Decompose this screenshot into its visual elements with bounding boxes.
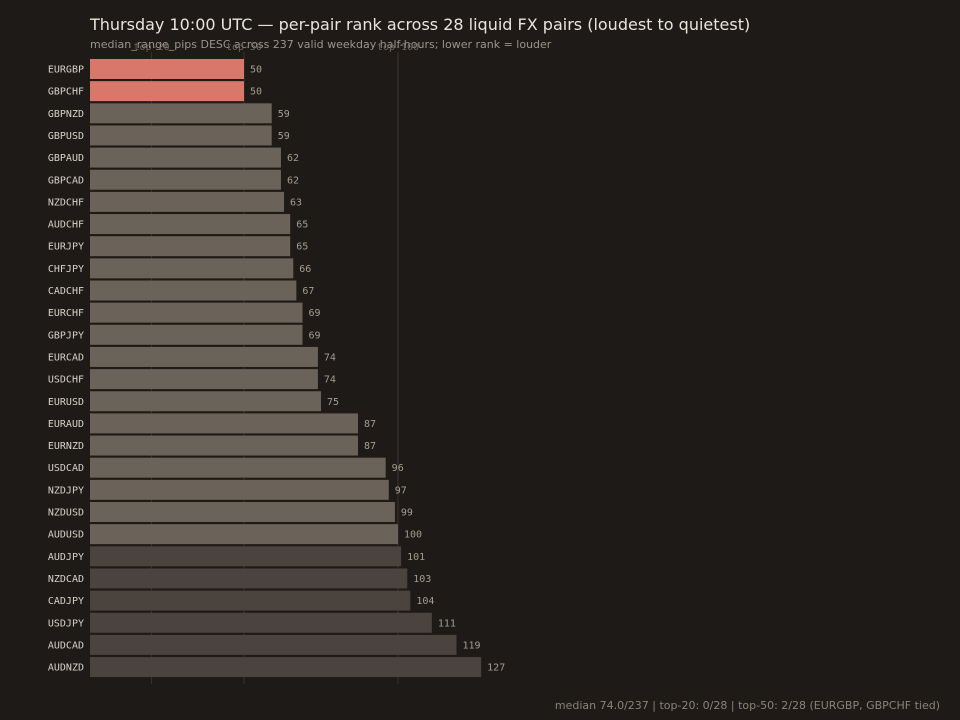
value-label: 87	[364, 441, 376, 452]
value-label: 101	[407, 552, 425, 563]
bar	[90, 502, 395, 522]
bar	[90, 147, 281, 168]
value-label: 97	[395, 485, 407, 496]
bar	[90, 546, 402, 567]
value-label: 119	[463, 640, 481, 651]
category-label: GBPCHF	[48, 87, 84, 98]
bar	[90, 81, 244, 102]
value-label: 63	[290, 197, 302, 208]
bar	[90, 524, 398, 545]
category-label: EURGBP	[48, 65, 84, 76]
category-label: GBPAUD	[48, 153, 84, 164]
value-label: 62	[287, 153, 299, 164]
bar	[90, 612, 432, 633]
value-label: 100	[404, 530, 422, 541]
category-label: AUDCHF	[48, 220, 84, 231]
category-label: AUDUSD	[48, 530, 84, 541]
category-label: GBPCAD	[48, 175, 84, 186]
bar	[90, 214, 291, 235]
bar	[90, 59, 244, 79]
value-label: 111	[438, 618, 456, 629]
bar	[90, 324, 303, 345]
value-label: 62	[287, 175, 299, 186]
bar	[90, 634, 457, 655]
category-label: CADJPY	[48, 596, 84, 607]
bar	[90, 103, 272, 124]
category-label: EURJPY	[48, 242, 84, 253]
value-label: 50	[250, 87, 262, 98]
category-label: GBPUSD	[48, 131, 84, 142]
bar	[90, 191, 285, 212]
bar	[90, 369, 318, 390]
value-label: 127	[487, 663, 505, 674]
value-label: 59	[278, 109, 290, 120]
category-label: USDJPY	[48, 618, 84, 629]
value-label: 99	[401, 508, 413, 519]
category-label: AUDCAD	[48, 640, 84, 651]
category-label: EURNZD	[48, 441, 84, 452]
value-label: 65	[296, 242, 308, 253]
bar	[90, 125, 272, 146]
bar	[90, 413, 358, 434]
category-label: GBPJPY	[48, 330, 84, 341]
value-label: 104	[416, 596, 434, 607]
value-label: 74	[324, 375, 336, 386]
category-label: NZDCHF	[48, 197, 84, 208]
category-label: USDCAD	[48, 463, 84, 474]
bar	[90, 302, 303, 323]
category-label: EURCAD	[48, 352, 84, 363]
category-label: EURCHF	[48, 308, 84, 319]
category-label: NZDJPY	[48, 485, 84, 496]
tick-label: top-50	[226, 42, 262, 53]
bar	[90, 280, 297, 301]
category-label: AUDJPY	[48, 552, 84, 563]
tick-label: top-20	[134, 42, 170, 53]
chart-subtitle: median_range_pips DESC across 237 valid …	[90, 38, 552, 51]
category-label: USDCHF	[48, 375, 84, 386]
bar	[90, 479, 389, 500]
category-label: EURAUD	[48, 419, 84, 430]
value-label: 75	[327, 397, 339, 408]
value-label: 103	[413, 574, 431, 585]
value-label: 96	[392, 463, 404, 474]
value-label: 69	[309, 330, 321, 341]
chart-title: Thursday 10:00 UTC — per-pair rank acros…	[90, 15, 751, 34]
bar	[90, 568, 408, 589]
value-label: 69	[309, 308, 321, 319]
value-label: 87	[364, 419, 376, 430]
category-label: CHFJPY	[48, 264, 84, 275]
tick-label: top-100	[377, 42, 419, 53]
value-label: 50	[250, 65, 262, 76]
category-label: AUDNZD	[48, 663, 84, 674]
category-label: NZDUSD	[48, 508, 84, 519]
bar	[90, 169, 281, 190]
value-label: 66	[299, 264, 311, 275]
bar	[90, 236, 291, 257]
value-label: 59	[278, 131, 290, 142]
value-label: 74	[324, 352, 336, 363]
bar	[90, 590, 411, 611]
category-label: NZDCAD	[48, 574, 84, 585]
bar	[90, 346, 318, 367]
summary-footer: median 74.0/237 | top-20: 0/28 | top-50:…	[554, 699, 940, 712]
value-label: 65	[296, 220, 308, 231]
bar	[90, 435, 358, 456]
value-label: 67	[302, 286, 314, 297]
category-label: EURUSD	[48, 397, 84, 408]
bar	[90, 258, 294, 279]
category-label: CADCHF	[48, 286, 84, 297]
bar	[90, 457, 386, 478]
bar	[90, 391, 321, 412]
category-label: GBPNZD	[48, 109, 84, 120]
bar	[90, 657, 482, 678]
